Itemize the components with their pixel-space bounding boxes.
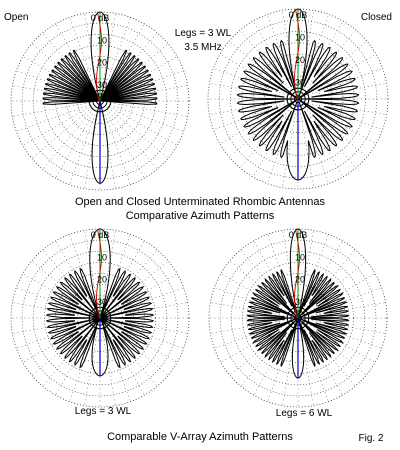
grid-spoke [106,109,158,170]
corner-label: Open [4,12,28,23]
grid-ring [66,284,134,352]
figure-number: Fig. 2 [358,433,383,444]
ring-label: 30 [295,78,305,88]
polar-plot-1: 0 dB 10 20 30 Open Legs = 3 WL 3.5 MHz [4,11,232,191]
grid-spoke [109,106,178,146]
red-trace-line [294,8,300,100]
ring-label: 20 [295,55,305,65]
grid-ring [264,284,332,352]
ring-label: 20 [295,275,305,285]
red-trace-line [96,11,102,102]
caption-top-line1: Open and Closed Unterminated Rhombic Ant… [75,196,326,208]
ring-label: 0 dB [91,13,110,23]
grid-spoke [109,104,184,132]
grid-ring [252,53,344,145]
grid-ring [10,11,190,191]
ring-label: 30 [97,80,107,90]
grid-ring [10,228,190,408]
info-label: Legs = 6 WL [276,408,333,419]
info-label: Legs = 3 WL [175,28,232,39]
ring-label: 30 [295,297,305,307]
ring-label: 20 [97,275,107,285]
ring-label: 20 [97,58,107,68]
red-trace-line [96,228,102,319]
ring-label: 0 dB [289,230,308,240]
ring-label: 30 [97,297,107,307]
caption-top-line2: Comparative Azimuth Patterns [126,210,275,222]
polar-plot-4: 0 dB 10 20 30 Legs = 6 WL [208,228,388,419]
grid-ring [66,67,134,135]
ring-label: 10 [97,252,107,262]
info-label: Legs = 3 WL [75,406,132,417]
polar-plot-2: 0 dB 10 20 30 Closed [207,8,392,190]
red-trace-line [294,228,300,319]
grid-ring [263,64,333,134]
ring-label: 10 [295,252,305,262]
grid-spoke [12,102,90,117]
grid-spoke [42,109,94,170]
ring-label: 10 [97,35,107,45]
caption-bottom: Comparable V-Array Azimuth Patterns [107,431,293,443]
info-label: 3.5 MHz [184,42,221,53]
ring-label: 10 [295,33,305,43]
grid-ring [208,228,388,408]
polar-plot-3: 0 dB 10 20 30 Legs = 3 WL [10,228,190,417]
grid-spoke [105,110,145,179]
corner-label: Closed [361,12,392,23]
grid-spoke [84,111,99,189]
plot-layer: 0 dB 10 20 30 Open Legs = 3 WL 3.5 MHz 0 dB 10 20… [4,8,392,419]
ring-label: 0 dB [91,230,110,240]
grid-spoke [16,104,91,132]
ring-label: 0 dB [289,10,308,20]
grid-spoke [31,107,92,159]
